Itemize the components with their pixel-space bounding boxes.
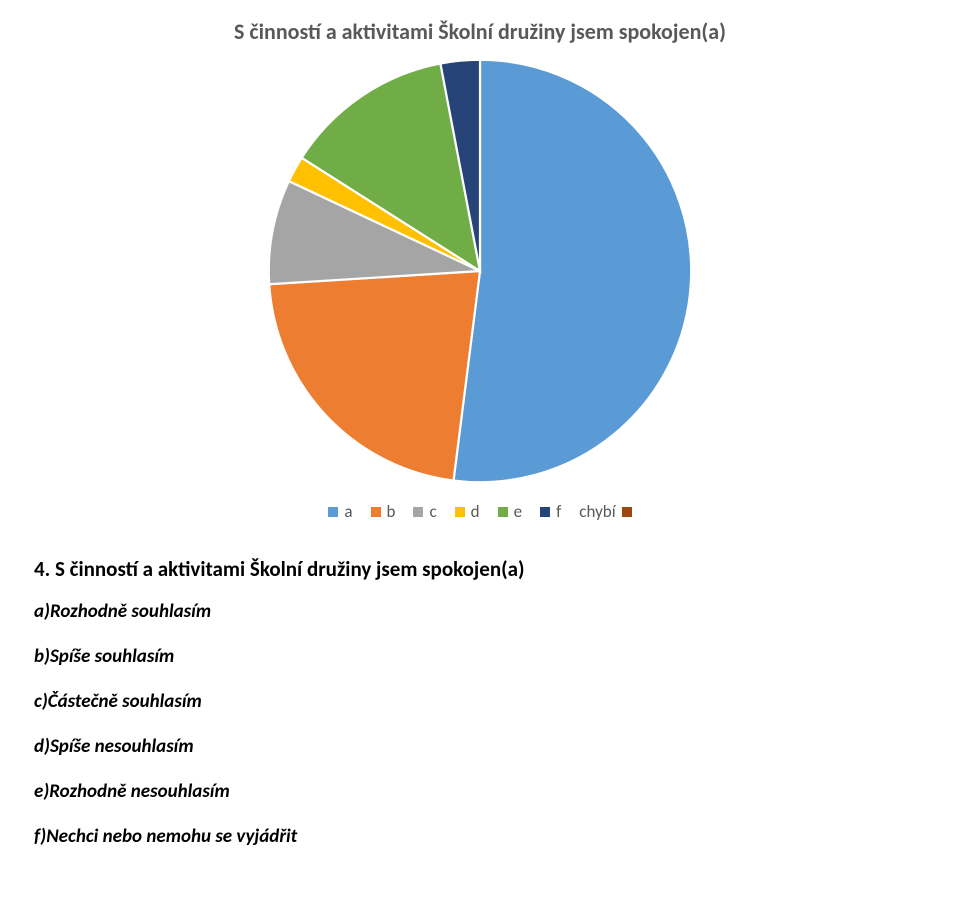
legend-item-a: a [328, 501, 352, 522]
chart-legend: a b c d e fchybí [328, 501, 631, 522]
legend-item-missing: chybí [579, 501, 631, 522]
legend-swatch [371, 507, 381, 517]
legend-label: c [429, 501, 436, 522]
legend-item-f: f [540, 501, 561, 522]
legend-label: e [514, 501, 522, 522]
legend-swatch [622, 507, 632, 517]
answer-option: c)Částečně souhlasím [34, 690, 960, 713]
legend-label: d [471, 501, 480, 522]
legend-swatch [540, 507, 550, 517]
pie-slice-a [454, 60, 692, 482]
legend-item-b: b [371, 501, 396, 522]
legend-swatch [328, 507, 338, 517]
legend-item-d: d [455, 501, 480, 522]
legend-swatch [455, 507, 465, 517]
legend-label: chybí [579, 501, 615, 522]
question-block: 4. S činností a aktivitami Školní družin… [34, 556, 960, 848]
legend-label: b [387, 501, 396, 522]
answer-list: a)Rozhodně souhlasím b)Spíše souhlasím c)Č… [34, 600, 960, 848]
answer-option: a)Rozhodně souhlasím [34, 600, 960, 623]
legend-label: f [556, 501, 561, 522]
pie-chart [260, 51, 700, 491]
answer-option: e)Rozhodně nesouhlasím [34, 780, 960, 803]
chart-title: S činností a aktivitami Školní družiny j… [234, 18, 726, 45]
pie-slice-b [269, 271, 480, 481]
legend-swatch [498, 507, 508, 517]
question-title: 4. S činností a aktivitami Školní družin… [34, 556, 960, 582]
legend-swatch [413, 507, 423, 517]
chart-container: S činností a aktivitami Školní družiny j… [0, 18, 960, 522]
answer-option: b)Spíše souhlasím [34, 645, 960, 668]
answer-option: f)Nechci nebo nemohu se vyjádřit [34, 825, 960, 848]
page: S činností a aktivitami Školní družiny j… [0, 0, 960, 900]
legend-item-e: e [498, 501, 522, 522]
legend-item-c: c [413, 501, 436, 522]
legend-label: a [344, 501, 352, 522]
answer-option: d)Spíše nesouhlasím [34, 735, 960, 758]
